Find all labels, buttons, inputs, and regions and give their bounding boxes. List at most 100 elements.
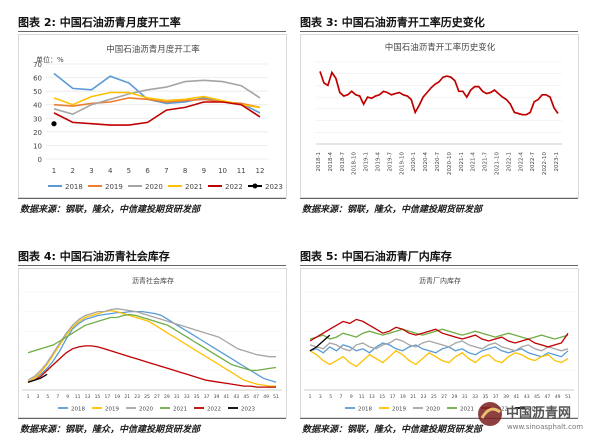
figure-3-panel: 图表 3: 中国石油沥青开工率历史变化 中国石油沥青开工率历史变化 2018-1 2… [300,14,580,215]
x-tick-label: 2019-4 [376,152,382,172]
watermark-text: 中国沥青网 [506,405,571,421]
x-tick-label: 3 [319,394,322,400]
x-tick-label: 17 [104,394,110,400]
x-tick-label: 51 [565,394,571,400]
x-tick-label: 11 [359,394,365,400]
x-tick-label: 2020-4 [423,152,429,172]
title-rule [300,31,578,32]
figure-5-heading: 图表 5: 中国石油沥青厂内库存 [300,248,452,264]
figure-title: 中国石油沥青开工率历史变化 [341,16,485,29]
chart-title: 沥青社会库存 [132,276,174,285]
source-note: 数据来源：钢联，隆众，中信建投期货研发部 [302,205,483,215]
x-tick-label: 2021-7 [483,152,489,172]
legend-label: 2019 [105,407,119,413]
x-tick-label: 25 [144,394,150,400]
title-rule [300,265,578,266]
figure-5-panel: 图表 5: 中国石油沥青厂内库存 沥青厂内库存 1 3 5 7 9 11 13 15 17 19 21… [300,248,580,438]
series-2021-line [309,328,569,340]
figure-3-heading: 图表 3: 中国石油沥青开工率历史变化 [300,14,485,30]
x-tick-label: 33 [472,394,478,400]
y-tick-label: 60 [33,75,42,83]
x-tick-label: 23 [421,394,427,400]
x-tick-label: 2020-10 [447,152,453,175]
x-tick-label: 12 [256,167,265,175]
x-tick-label: 4 [108,167,113,175]
legend-label: 2021 [460,407,474,413]
legend-label: 2020 [139,407,153,413]
x-tick-label: 2023-1 [554,152,560,171]
figure-label: 图表 3: [300,16,338,29]
x-tick-label: 51 [273,394,279,400]
chart-title: 中国石油沥青月度开工率 [106,44,200,55]
x-tick-label: 17 [390,394,396,400]
x-tick-label: 29 [164,394,170,400]
x-tick-label: 2018-7 [340,152,346,172]
legend-label: 2020 [426,407,440,413]
legend-label: 2023 [241,407,255,413]
source-rule [18,198,286,199]
x-tick-label: 2022-4 [518,152,524,172]
x-tick-label: 39 [503,394,509,400]
x-tick-label: 2018-10 [352,152,358,175]
figure-title: 中国石油沥青社会库存 [59,250,170,263]
x-tick-label: 27 [154,394,160,400]
figure-title: 中国石油沥青厂内库存 [341,250,452,263]
x-tick-label: 39 [214,394,220,400]
x-tick-label: 49 [263,394,269,400]
x-tick-label: 43 [524,394,530,400]
legend-label: 2019 [105,183,123,191]
legend-label: 2020 [145,183,163,191]
x-tick-label: 9 [202,167,206,175]
legend-label: 2021 [173,407,187,413]
figure-2-heading: 图表 2: 中国石油沥青月度开工率 [18,14,181,30]
x-tick-label: 5 [127,167,131,175]
x-tick-label: 41 [224,394,230,400]
y-tick-label: 70 [33,61,42,69]
legend-label: 2023 [528,407,542,413]
x-tick-label: 8 [183,167,187,175]
source-note: 数据来源：钢联，隆众，中信建投期货研发部 [20,425,201,435]
x-tick-label: 13 [369,394,375,400]
series-2023-line [27,373,48,383]
series-2019-line [309,349,569,368]
x-tick-label: 6 [145,167,150,175]
x-tick-label: 2021-4 [471,152,477,172]
source-note: 数据来源：钢联，隆众，中信建投期货研发部 [302,425,483,435]
x-tick-label: 7 [56,394,59,400]
x-tick-label: 7 [164,167,168,175]
x-tick-label: 9 [350,394,353,400]
figure-title: 中国石油沥青月度开工率 [59,16,181,29]
title-rule [18,265,286,266]
x-tick-label: 37 [493,394,499,400]
unit-label: 单位：% [36,55,64,64]
figure-label: 图表 4: [18,250,56,263]
x-tick-label: 3 [36,394,39,400]
x-tick-label: 2018-1 [316,152,322,171]
chart-title: 沥青厂内库存 [419,276,461,285]
x-tick-label: 2019-1 [364,152,370,171]
x-tick-label: 35 [194,394,200,400]
source-note: 数据来源：钢联，隆众，中信建投期货研发部 [20,205,201,215]
series-2019-line [27,309,276,387]
figure-label: 图表 2: [18,16,56,29]
watermark: 中国沥青网 www.sinoasphalt.com [474,396,589,436]
y-tick-label: 20 [33,129,42,137]
x-tick-label: 49 [555,394,561,400]
series-line [319,70,559,116]
x-tick-label: 2018-4 [328,152,334,172]
x-tick-label: 1 [309,394,312,400]
legend-label: 2022 [207,407,221,413]
chart-frame [18,268,287,418]
legend-label: 2021 [185,183,203,191]
x-tick-label: 19 [400,394,406,400]
y-tick-label: 50 [33,88,42,96]
series-2022-line [309,318,569,348]
legend-label: 2023 [265,183,283,191]
x-tick-label: 15 [95,394,101,400]
series-2022-line [53,101,261,126]
y-tick-label: 30 [33,115,42,123]
series-2021-line [27,313,277,372]
series-2020-line [309,338,569,352]
